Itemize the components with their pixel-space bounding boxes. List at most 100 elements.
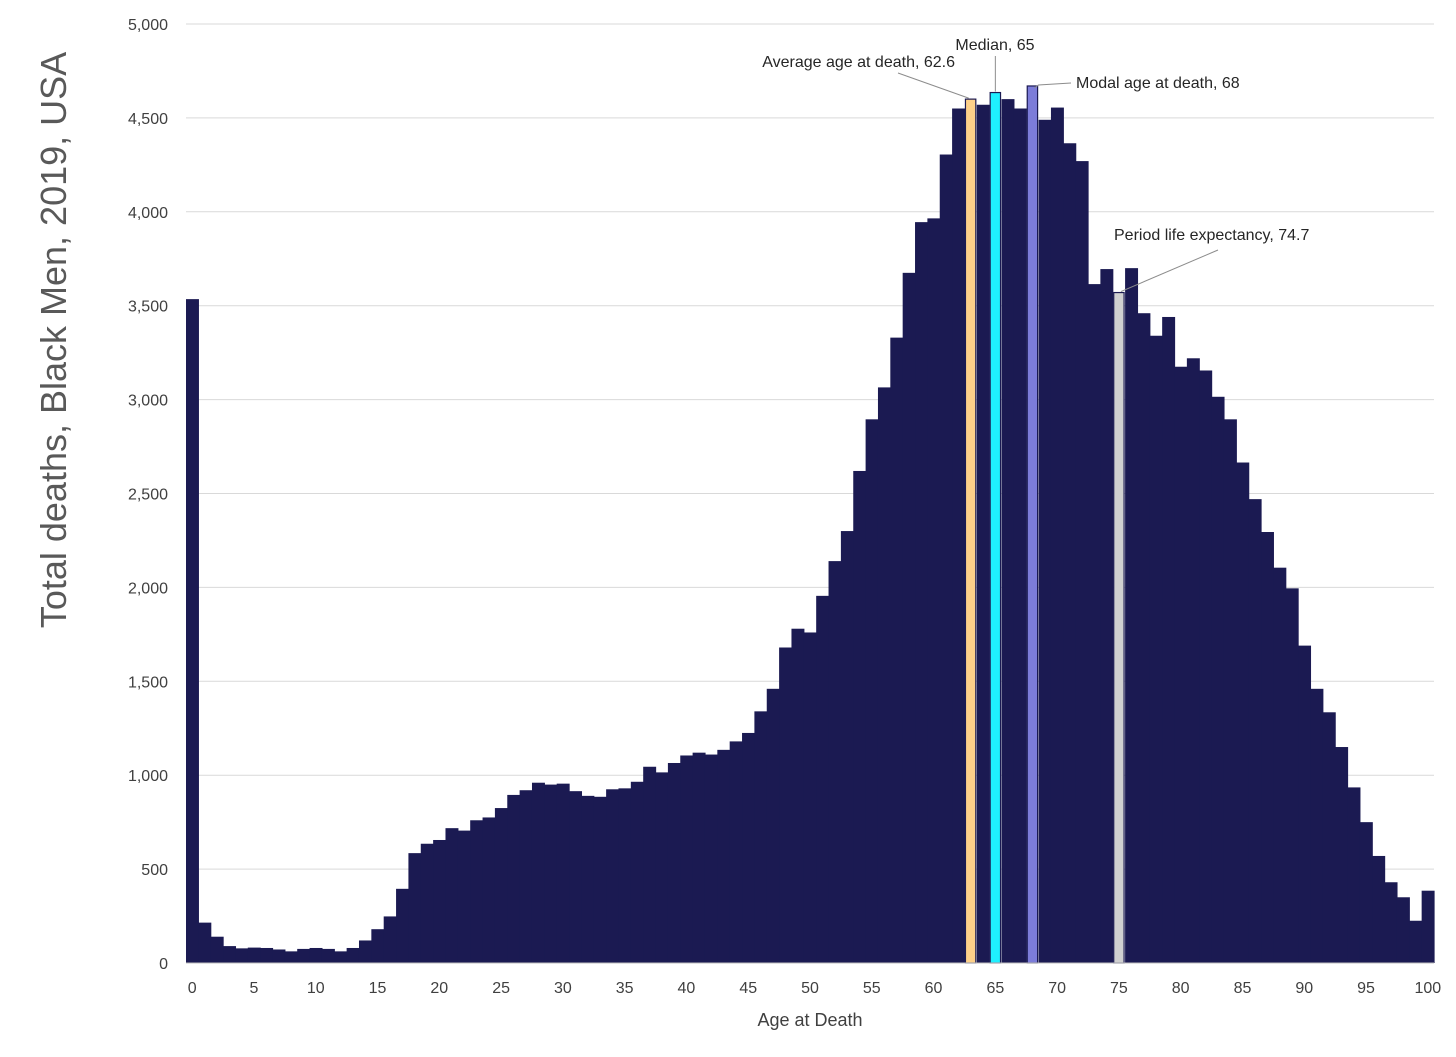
bar bbox=[408, 853, 422, 963]
bar bbox=[1223, 419, 1237, 964]
bar bbox=[433, 839, 447, 963]
highlight-bar bbox=[964, 98, 977, 964]
x-tick-label: 45 bbox=[739, 980, 757, 997]
y-tick-label: 1,000 bbox=[128, 768, 168, 785]
bar bbox=[445, 828, 459, 963]
bar bbox=[692, 752, 706, 963]
bar bbox=[791, 628, 805, 963]
y-axis-ticks: 0 500 1,000 1,500 2,000 2,500 3,000 3,500 4,000 4… bbox=[128, 17, 168, 973]
bar bbox=[531, 782, 545, 963]
bar bbox=[1088, 284, 1101, 963]
bar bbox=[272, 949, 286, 963]
x-tick-label: 5 bbox=[250, 980, 259, 997]
bar bbox=[742, 732, 755, 963]
bar bbox=[297, 948, 311, 963]
y-tick-label: 1,500 bbox=[128, 674, 168, 691]
bar bbox=[976, 104, 990, 963]
y-tick-label: 5,000 bbox=[128, 17, 168, 34]
bar bbox=[618, 788, 632, 963]
bar bbox=[704, 754, 718, 963]
x-tick-label: 60 bbox=[925, 980, 943, 997]
x-tick-label: 70 bbox=[1048, 980, 1066, 997]
bar bbox=[643, 766, 657, 963]
bar bbox=[655, 772, 669, 963]
bar bbox=[1186, 358, 1200, 963]
x-tick-label: 90 bbox=[1295, 980, 1313, 997]
bar bbox=[284, 951, 298, 963]
bar bbox=[321, 948, 335, 963]
bar bbox=[210, 936, 224, 963]
y-tick-label: 2,500 bbox=[128, 487, 168, 504]
bar bbox=[198, 922, 212, 963]
bar bbox=[816, 595, 830, 963]
bar bbox=[1322, 712, 1336, 963]
bar bbox=[1149, 335, 1163, 963]
bar bbox=[1421, 890, 1435, 963]
bar bbox=[494, 808, 508, 963]
x-tick-label: 80 bbox=[1172, 980, 1190, 997]
leader-line-life-expectancy bbox=[1120, 249, 1219, 293]
bar bbox=[1384, 882, 1398, 963]
annotations: Average age at death, 62.6 Median, 65 Mo… bbox=[762, 37, 1309, 293]
bar bbox=[581, 795, 595, 963]
y-tick-label: 2,000 bbox=[128, 580, 168, 597]
x-tick-label: 55 bbox=[863, 980, 881, 997]
bar bbox=[420, 843, 434, 963]
bar bbox=[358, 940, 372, 963]
annotation-average-age: Average age at death, 62.6 bbox=[762, 54, 955, 71]
annotation-life-expectancy: Period life expectancy, 74.7 bbox=[1114, 227, 1309, 244]
y-tick-label: 3,000 bbox=[128, 393, 168, 410]
bar bbox=[828, 561, 842, 963]
x-tick-label: 30 bbox=[554, 980, 572, 997]
x-tick-label: 10 bbox=[307, 980, 325, 997]
highlight-bar bbox=[1113, 291, 1125, 964]
bar bbox=[1162, 316, 1176, 963]
bar bbox=[309, 947, 323, 963]
bar bbox=[840, 531, 854, 963]
bar bbox=[667, 762, 681, 963]
bar bbox=[1174, 366, 1188, 963]
bar bbox=[1063, 143, 1077, 964]
bar bbox=[223, 946, 237, 963]
y-tick-label: 4,500 bbox=[128, 111, 168, 128]
bar bbox=[247, 947, 261, 963]
bar bbox=[1038, 119, 1052, 963]
annotation-median: Median, 65 bbox=[955, 37, 1034, 54]
y-tick-label: 4,000 bbox=[128, 205, 168, 222]
bar bbox=[1285, 588, 1299, 963]
y-tick-label: 500 bbox=[141, 862, 168, 879]
x-axis-ticks: 0 5 10 15 20 25 30 35 40 45 50 55 60 65 70 75 80 85 90 95 10… bbox=[188, 980, 1442, 997]
annotation-modal-age: Modal age at death, 68 bbox=[1076, 75, 1240, 92]
bar bbox=[680, 755, 694, 963]
x-tick-label: 100 bbox=[1414, 980, 1441, 997]
bar bbox=[1310, 688, 1324, 963]
x-tick-label: 75 bbox=[1110, 980, 1128, 997]
bar bbox=[1211, 396, 1225, 964]
bar bbox=[1335, 747, 1349, 963]
x-tick-label: 40 bbox=[678, 980, 696, 997]
bar bbox=[470, 820, 484, 963]
bar bbox=[383, 916, 397, 963]
bar bbox=[1125, 268, 1139, 963]
x-tick-label: 25 bbox=[492, 980, 510, 997]
bar bbox=[334, 951, 348, 963]
bar bbox=[186, 299, 199, 963]
bar bbox=[1100, 269, 1114, 964]
bar bbox=[1359, 822, 1373, 963]
x-tick-label: 50 bbox=[801, 980, 819, 997]
bar bbox=[1013, 108, 1027, 963]
bar bbox=[519, 790, 533, 963]
bar bbox=[865, 419, 879, 964]
bar bbox=[556, 783, 570, 963]
bar bbox=[1347, 787, 1361, 963]
bar bbox=[952, 108, 966, 963]
x-tick-label: 0 bbox=[188, 980, 197, 997]
bar bbox=[927, 218, 941, 964]
highlight-bar bbox=[1026, 85, 1039, 964]
bar bbox=[1372, 855, 1386, 963]
bar bbox=[766, 688, 780, 963]
bar bbox=[606, 789, 620, 963]
bar bbox=[1273, 567, 1287, 963]
bar bbox=[371, 929, 385, 963]
